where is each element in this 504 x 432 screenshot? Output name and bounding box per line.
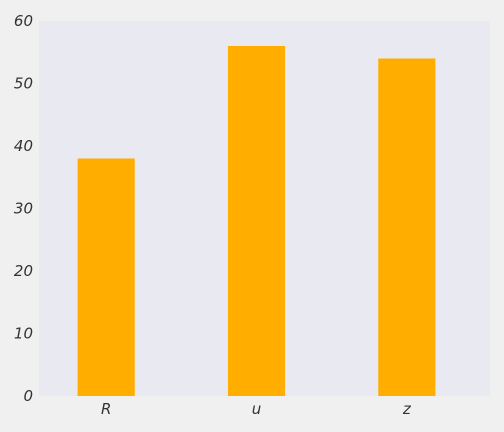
y-axis-ticks: 0 10 20 30 40 50 60 (14, 12, 33, 405)
y-tick-label: 10 (14, 325, 33, 343)
x-tick-label: u (252, 400, 262, 418)
bar-z (378, 58, 436, 396)
bar-R (77, 158, 135, 396)
y-tick-label: 0 (23, 387, 33, 405)
bars-group (77, 46, 436, 396)
y-tick-label: 30 (14, 200, 33, 218)
y-tick-label: 20 (14, 262, 33, 280)
x-tick-label: z (402, 400, 412, 418)
y-tick-label: 40 (14, 137, 33, 155)
y-tick-label: 50 (14, 75, 33, 93)
y-tick-label: 60 (14, 12, 33, 30)
bar-u (227, 46, 286, 396)
x-tick-label: R (101, 400, 111, 418)
